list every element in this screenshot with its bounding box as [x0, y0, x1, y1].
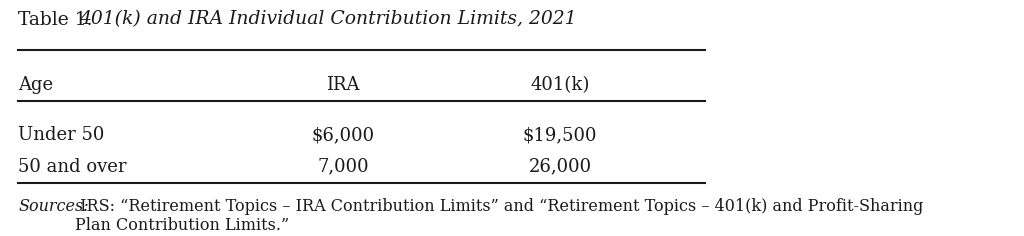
Text: IRS: “Retirement Topics – IRA Contribution Limits” and “Retirement Topics – 401(: IRS: “Retirement Topics – IRA Contributi… — [75, 198, 924, 234]
Text: 401(k) and IRA Individual Contribution Limits, 2021: 401(k) and IRA Individual Contribution L… — [80, 11, 577, 29]
Text: Age: Age — [18, 76, 53, 94]
Text: Under 50: Under 50 — [18, 126, 104, 144]
Text: 7,000: 7,000 — [317, 158, 369, 176]
Text: $6,000: $6,000 — [311, 126, 375, 144]
Text: Sources:: Sources: — [18, 198, 89, 215]
Text: Table 1.: Table 1. — [18, 11, 98, 29]
Text: 50 and over: 50 and over — [18, 158, 127, 176]
Text: 26,000: 26,000 — [528, 158, 592, 176]
Text: $19,500: $19,500 — [523, 126, 597, 144]
Text: IRA: IRA — [327, 76, 360, 94]
Text: 401(k): 401(k) — [530, 76, 590, 94]
